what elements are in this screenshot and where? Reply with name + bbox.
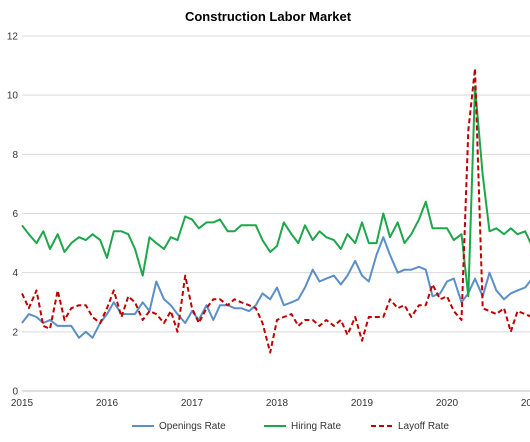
legend-label: Openings Rate <box>159 421 226 432</box>
x-axis-ticks: 2015 2016 2017 2018 2019 2020 2021 <box>11 398 530 409</box>
y-tick-label: 10 <box>7 91 19 102</box>
y-axis-ticks: 0 2 4 6 8 10 12 <box>7 32 19 398</box>
x-tick-label: 2017 <box>181 398 204 409</box>
series-line-hiring-rate <box>21 85 530 298</box>
x-tick-label: 2020 <box>436 398 459 409</box>
y-tick-label: 12 <box>7 32 19 43</box>
y-tick-label: 0 <box>12 387 18 398</box>
series-lines <box>21 67 530 354</box>
legend-label: Hiring Rate <box>291 421 341 432</box>
x-tick-label: 2021 <box>521 398 530 409</box>
y-tick-label: 2 <box>12 327 18 338</box>
grid-lines <box>22 35 530 392</box>
x-tick-label: 2015 <box>11 398 34 409</box>
y-tick-label: 8 <box>12 150 18 161</box>
legend-label: Layoff Rate <box>398 421 449 432</box>
y-tick-label: 4 <box>12 268 18 279</box>
x-tick-label: 2019 <box>351 398 374 409</box>
legend: Openings Rate Hiring Rate Layoff Rate <box>132 421 449 432</box>
x-tick-label: 2016 <box>96 398 119 409</box>
chart-title: Construction Labor Market <box>185 9 352 24</box>
series-line-layoff-rate <box>21 67 530 354</box>
y-tick-label: 6 <box>12 209 18 220</box>
series-line-openings-rate <box>21 236 530 339</box>
x-tick-label: 2018 <box>266 398 289 409</box>
